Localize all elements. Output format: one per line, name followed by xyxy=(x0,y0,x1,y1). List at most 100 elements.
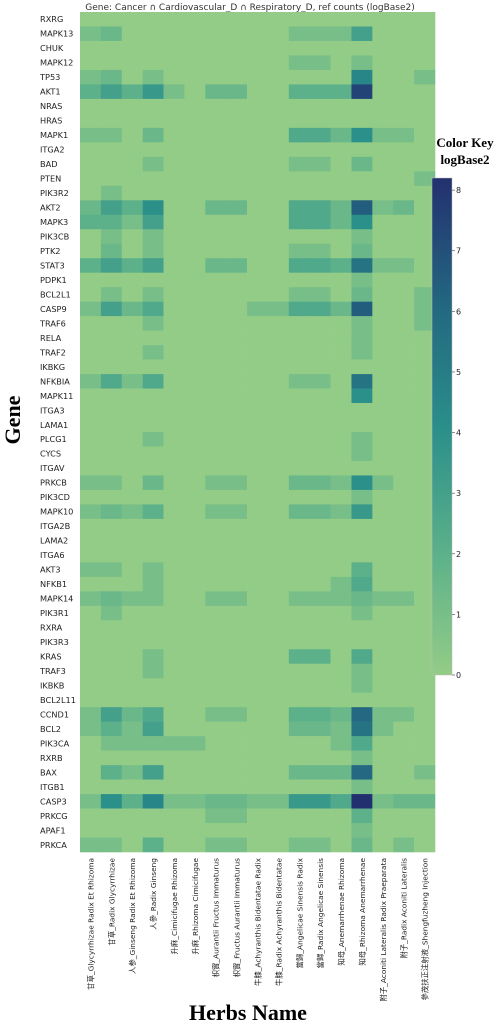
heatmap-cell xyxy=(247,432,269,447)
heatmap-cell xyxy=(288,460,310,476)
heatmap-cell xyxy=(330,518,352,534)
heatmap-cell xyxy=(372,55,394,71)
heatmap-cell xyxy=(393,460,415,476)
heatmap-cell xyxy=(288,692,310,708)
heatmap-cell xyxy=(226,823,248,838)
heatmap-cell xyxy=(247,794,269,809)
gene-label: MAPK3 xyxy=(40,217,68,227)
heatmap-cell xyxy=(205,26,227,42)
heatmap-cell xyxy=(288,417,310,433)
heatmap-cell xyxy=(121,127,143,143)
heatmap-cell xyxy=(142,837,164,853)
gene-label: CASP9 xyxy=(40,304,67,314)
heatmap-cell xyxy=(247,359,269,375)
heatmap-cell xyxy=(205,374,227,389)
heatmap-cell xyxy=(288,214,310,230)
heatmap-cell xyxy=(393,475,415,491)
heatmap-cell xyxy=(267,200,290,216)
heatmap-cell xyxy=(100,591,123,607)
gene-label: AKT3 xyxy=(40,565,61,575)
gene-label: PDPK1 xyxy=(40,275,67,285)
heatmap-cell xyxy=(100,316,123,331)
heatmap-cell xyxy=(80,55,102,71)
heatmap-cell xyxy=(309,272,331,288)
herb-labels: 甘草_Glycyrrhizae Radix Et Rhizoma 甘草_Radix… xyxy=(86,857,429,1001)
herb-label: 升麻_Cimicifugae Rhizoma xyxy=(170,858,179,954)
heatmap-cell xyxy=(309,721,331,737)
heatmap-cell xyxy=(309,301,331,317)
heatmap-cell xyxy=(184,707,206,722)
heatmap-cell xyxy=(372,533,394,549)
heatmap-cell xyxy=(80,605,102,621)
heatmap-cell xyxy=(414,736,436,751)
heatmap-cell xyxy=(121,301,143,317)
heatmap-cell xyxy=(267,504,290,520)
heatmap-cell xyxy=(121,460,143,476)
heatmap-cell xyxy=(330,316,352,331)
heatmap-cell xyxy=(205,576,227,592)
heatmap-cell xyxy=(121,316,143,331)
heatmap-cell xyxy=(121,663,143,679)
heatmap-cell xyxy=(121,678,143,693)
heatmap-cell xyxy=(330,707,352,722)
gene-label: PLCG1 xyxy=(40,434,67,444)
heatmap-cell xyxy=(80,707,102,722)
heatmap-cell xyxy=(100,301,123,317)
colorkey-tick-label: 8 xyxy=(456,186,461,195)
heatmap-cell xyxy=(226,707,248,722)
heatmap-cell xyxy=(414,460,436,476)
heatmap-cell xyxy=(372,692,394,708)
heatmap-cell xyxy=(205,460,227,476)
herb-label: 枳實_Fructus Aurantii Immaturus xyxy=(233,858,242,978)
heatmap-cell xyxy=(100,142,123,158)
heatmap-cell xyxy=(351,359,373,375)
heatmap-cell xyxy=(226,794,248,809)
heatmap-cell xyxy=(330,620,352,636)
gene-label: MAPK11 xyxy=(40,391,73,401)
heatmap-cell xyxy=(351,287,373,302)
gene-label: ITGA2B xyxy=(40,521,71,531)
heatmap-cell xyxy=(184,316,206,331)
heatmap-cell xyxy=(267,547,290,563)
heatmap-cell xyxy=(351,808,373,824)
heatmap-cell xyxy=(414,489,436,505)
herb-label: 人參_Radix Ginseng xyxy=(149,858,158,930)
heatmap-cell xyxy=(330,55,352,71)
heatmap-cell xyxy=(184,171,206,187)
heatmap-cell xyxy=(309,562,331,578)
heatmap-cell xyxy=(121,403,143,418)
heatmap-cell xyxy=(351,576,373,592)
heatmap-cell xyxy=(163,156,185,172)
heatmap-cell xyxy=(288,69,310,85)
heatmap-cell xyxy=(205,446,227,462)
gene-label: BCL2 xyxy=(40,724,61,734)
heatmap-cell xyxy=(100,707,123,722)
heatmap-cell xyxy=(100,837,123,853)
heatmap-cell xyxy=(393,142,415,158)
heatmap-cell xyxy=(121,84,143,100)
heatmap-cell xyxy=(100,736,123,751)
heatmap-cell xyxy=(226,736,248,751)
heatmap-cell xyxy=(309,475,331,491)
heatmap-cell xyxy=(80,721,102,737)
heatmap-cell xyxy=(100,185,123,201)
heatmap-cell xyxy=(205,287,227,302)
heatmap-cell xyxy=(267,417,290,433)
heatmap-cell xyxy=(247,823,269,838)
heatmap-cell xyxy=(80,432,102,447)
heatmap-cell xyxy=(288,547,310,563)
heatmap-cell xyxy=(309,634,331,650)
heatmap-cell xyxy=(80,663,102,679)
heatmap-cell xyxy=(121,330,143,346)
heatmap-cell xyxy=(267,634,290,650)
heatmap-cell xyxy=(267,185,290,201)
heatmap-cell xyxy=(393,446,415,462)
heatmap-cell xyxy=(205,417,227,433)
heatmap-cell xyxy=(288,518,310,534)
heatmap-cell xyxy=(205,591,227,607)
heatmap-cell xyxy=(351,823,373,838)
heatmap-cell xyxy=(351,243,373,259)
heatmap-cell xyxy=(372,721,394,737)
heatmap-cell xyxy=(351,518,373,534)
heatmap-cell xyxy=(393,736,415,751)
